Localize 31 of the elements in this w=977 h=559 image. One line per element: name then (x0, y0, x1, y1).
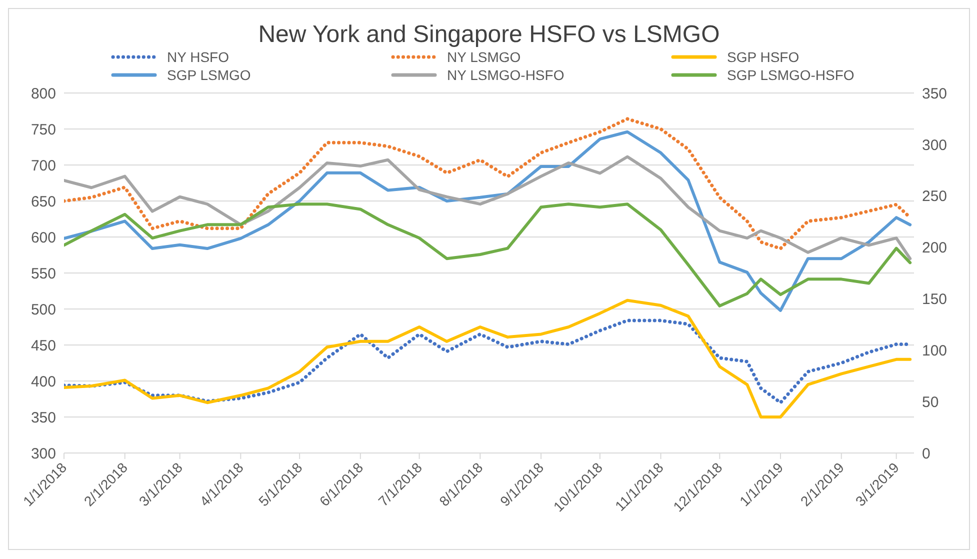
legend-label: NY LSMGO (447, 49, 521, 65)
y-tick-label: 550 (30, 265, 56, 282)
line-series (64, 117, 912, 250)
y2-tick-label: 250 (922, 188, 948, 206)
y-tick-label: 350 (30, 409, 56, 426)
chart-title: New York and Singapore HSFO vs LSMGO (257, 21, 721, 49)
line-series (64, 155, 912, 260)
y2-tick-label: 150 (922, 291, 948, 308)
y-tick-label: 750 (30, 121, 56, 138)
y-tick-label: 500 (30, 301, 56, 318)
y-tick-label: 650 (30, 193, 56, 210)
line-series (64, 202, 912, 308)
legend-label: SGP HSFO (727, 49, 800, 65)
line-series (64, 130, 912, 312)
y-tick-label: 400 (30, 373, 56, 390)
legend-label: NY LSMGO-HSFO (447, 67, 564, 83)
y2-tick-label: 100 (922, 342, 948, 360)
y-tick-label: 700 (30, 157, 56, 174)
legend-label: SGP LSMGO-HSFO (727, 67, 854, 83)
legend-label: NY HSFO (167, 49, 229, 65)
line-series (64, 298, 912, 418)
y2-tick-label: 350 (922, 85, 948, 102)
y-tick-label: 800 (30, 85, 56, 102)
y2-tick-label: 300 (922, 136, 948, 154)
y2-tick-label: 0 (922, 445, 930, 462)
y2-tick-label: 50 (922, 394, 939, 411)
y-tick-label: 300 (30, 445, 56, 462)
legend-label: SGP LSMGO (167, 67, 251, 83)
y2-tick-label: 200 (922, 240, 948, 257)
y-tick-label: 600 (30, 229, 56, 246)
y-tick-label: 450 (30, 337, 56, 354)
